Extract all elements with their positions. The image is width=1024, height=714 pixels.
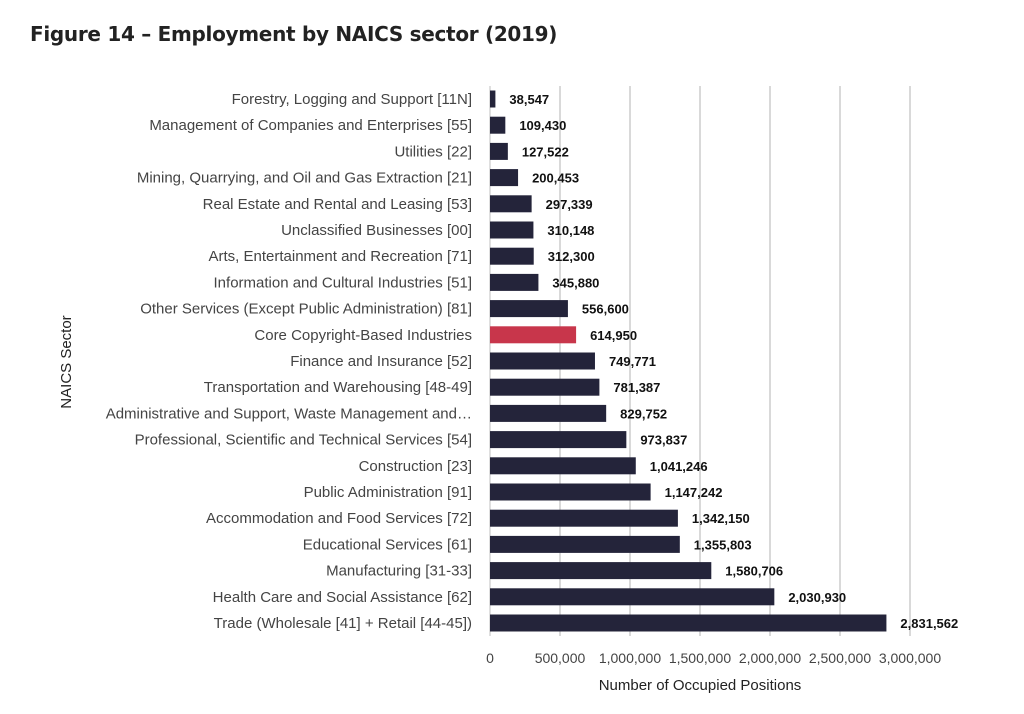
bar [490,404,607,422]
data-label: 127,522 [522,144,569,159]
bar [490,535,680,553]
data-label: 614,950 [590,328,637,343]
x-axis-title: Number of Occupied Positions [599,677,802,694]
data-label: 1,147,242 [665,485,723,500]
y-tick-label: Educational Services [61] [303,536,472,553]
y-tick-label: Other Services (Except Public Administra… [140,301,472,318]
data-label: 1,342,150 [692,511,750,526]
y-tick-label: Core Copyright-Based Industries [254,327,472,344]
data-label: 781,387 [613,380,660,395]
y-tick-label: Real Estate and Rental and Leasing [53] [203,196,472,213]
y-tick-label: Mining, Quarrying, and Oil and Gas Extra… [137,170,472,187]
data-label: 38,547 [509,92,549,107]
data-label: 345,880 [552,275,599,290]
data-label: 297,339 [546,197,593,212]
data-label: 829,752 [620,406,667,421]
bar [490,562,712,580]
bar [490,352,595,370]
bar [490,142,508,160]
bar [490,273,539,291]
data-label: 200,453 [532,171,579,186]
y-tick-label: Trade (Wholesale [41] + Retail [44-45]) [214,615,472,632]
x-tick-label: 0 [486,650,494,666]
bar [490,457,636,475]
data-label: 1,580,706 [725,564,783,579]
data-label: 973,837 [640,433,687,448]
data-label: 2,030,930 [788,590,846,605]
y-tick-label: Administrative and Support, Waste Manage… [106,405,472,422]
data-label: 749,771 [609,354,656,369]
y-tick-label: Manufacturing [31-33] [326,563,472,580]
y-tick-label: Construction [23] [359,458,472,475]
y-tick-label: Finance and Insurance [52] [290,353,472,370]
y-tick-label: Professional, Scientific and Technical S… [135,432,472,449]
x-tick-label: 2,000,000 [739,650,801,666]
y-tick-label: Information and Cultural Industries [51] [214,274,472,291]
data-label: 1,041,246 [650,459,708,474]
x-tick-label: 1,000,000 [599,650,661,666]
data-label: 1,355,803 [694,537,752,552]
data-label: 556,600 [582,302,629,317]
y-tick-label: Arts, Entertainment and Recreation [71] [209,248,472,265]
bar [490,588,775,606]
chart-title: Figure 14 – Employment by NAICS sector (… [30,22,558,46]
bar [490,509,678,527]
data-label: 109,430 [519,118,566,133]
y-tick-label: Health Care and Social Assistance [62] [213,589,472,606]
bar [490,326,577,344]
bar [490,169,519,187]
bar [490,221,534,239]
bar [490,195,532,213]
y-tick-label: Management of Companies and Enterprises … [149,117,472,134]
x-tick-label: 1,500,000 [669,650,731,666]
bar [490,116,506,134]
y-tick-label: Accommodation and Food Services [72] [206,510,472,527]
x-tick-label: 2,500,000 [809,650,871,666]
bar [490,614,887,632]
bar [490,483,651,501]
y-tick-label: Transportation and Warehousing [48-49] [204,379,472,396]
bar [490,300,568,318]
bar [490,247,534,265]
bar [490,378,600,396]
x-tick-label: 3,000,000 [879,650,941,666]
bar [490,431,627,449]
x-tick-label: 500,000 [535,650,586,666]
y-tick-label: Forestry, Logging and Support [11N] [232,91,472,108]
data-label: 2,831,562 [900,616,958,631]
data-label: 310,148 [547,223,594,238]
y-tick-label: Unclassified Businesses [00] [281,222,472,239]
y-tick-label: Utilities [22] [394,143,472,160]
data-label: 312,300 [548,249,595,264]
y-tick-label: Public Administration [91] [304,484,472,501]
y-axis-title: NAICS Sector [58,315,75,408]
bar [490,90,496,108]
